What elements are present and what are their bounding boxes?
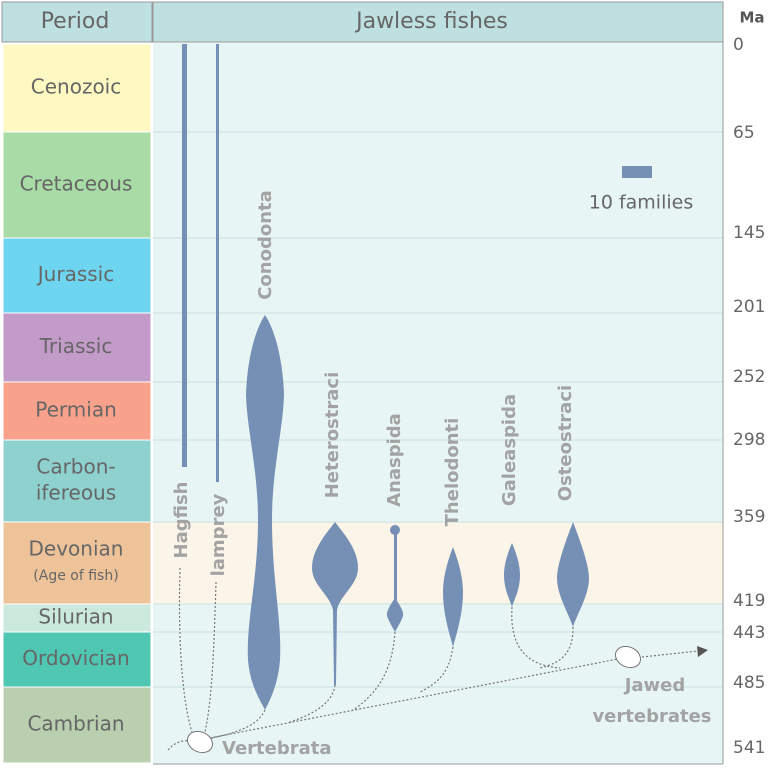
hagfish-bar <box>182 44 187 467</box>
anaspida-spindle <box>394 530 397 602</box>
period-box <box>2 521 152 605</box>
age-label: 145 <box>733 223 765 243</box>
branch <box>641 650 699 658</box>
period-header <box>1 1 153 43</box>
age-label: 419 <box>733 591 765 611</box>
node-label: vertebrates <box>592 706 711 727</box>
age-label: 541 <box>733 738 765 758</box>
clade-label: Heterostraci <box>322 372 343 499</box>
period-header-text: Period <box>41 9 110 34</box>
arrow <box>697 646 708 657</box>
period-name: Cenozoic <box>31 75 121 99</box>
heterostraci-spindle <box>312 522 358 685</box>
legend-swatch <box>622 166 652 178</box>
galeaspida-spindle <box>504 543 520 607</box>
clade-label: Galeaspida <box>499 394 520 506</box>
period-name: ifereous <box>36 481 116 505</box>
period-name: Devonian <box>29 537 124 561</box>
age-label: 0 <box>733 35 744 55</box>
age-label: 359 <box>733 507 765 527</box>
age-label: 485 <box>733 673 765 693</box>
node-label: Vertebrata <box>222 738 332 759</box>
node-root <box>186 730 214 754</box>
period-name: Carbon- <box>36 455 115 479</box>
age-label: 252 <box>733 367 765 387</box>
legend-label: 10 families <box>589 192 693 214</box>
period-name: Silurian <box>38 605 113 629</box>
period-box <box>2 381 152 441</box>
period-name: Triassic <box>39 334 113 358</box>
node-label: Jawed <box>623 675 686 696</box>
unit: Ma <box>739 9 764 27</box>
period-note: (Age of fish) <box>33 568 118 584</box>
age-label: 443 <box>733 623 765 643</box>
age-label: 298 <box>733 430 765 450</box>
clade-label: Hagfish <box>171 482 192 559</box>
title: Jawless fishes <box>354 9 508 34</box>
period-box <box>2 131 152 239</box>
period-box <box>2 603 152 633</box>
osteostraci-spindle <box>557 522 589 627</box>
period-name: Permian <box>35 398 117 422</box>
period-name: Cambrian <box>27 712 124 736</box>
clade-label: lamprey <box>208 493 229 576</box>
period-box <box>2 312 152 383</box>
period-box <box>2 43 152 133</box>
clade-label: Conodonta <box>255 190 276 300</box>
title-header <box>152 1 724 43</box>
period-name: Ordovician <box>22 646 129 670</box>
period-box <box>2 686 152 764</box>
period-box <box>2 237 152 314</box>
conodonta-spindle <box>246 315 284 710</box>
branch <box>167 567 619 751</box>
period-box <box>2 439 152 523</box>
age-label: 65 <box>733 123 755 143</box>
lamprey-bar <box>216 44 219 482</box>
anaspida-spindle <box>386 598 404 632</box>
period-name: Cretaceous <box>20 172 133 196</box>
thelodonti-spindle <box>443 547 463 647</box>
period-name: Jurassic <box>36 262 114 286</box>
devonian-band <box>153 522 723 604</box>
age-label: 201 <box>733 297 765 317</box>
clade-label: Osteostraci <box>555 385 576 501</box>
period-box <box>2 631 152 688</box>
node-jawed <box>614 645 642 669</box>
clade-label: Thelodonti <box>442 418 463 527</box>
clade-label: Anaspida <box>384 413 405 507</box>
